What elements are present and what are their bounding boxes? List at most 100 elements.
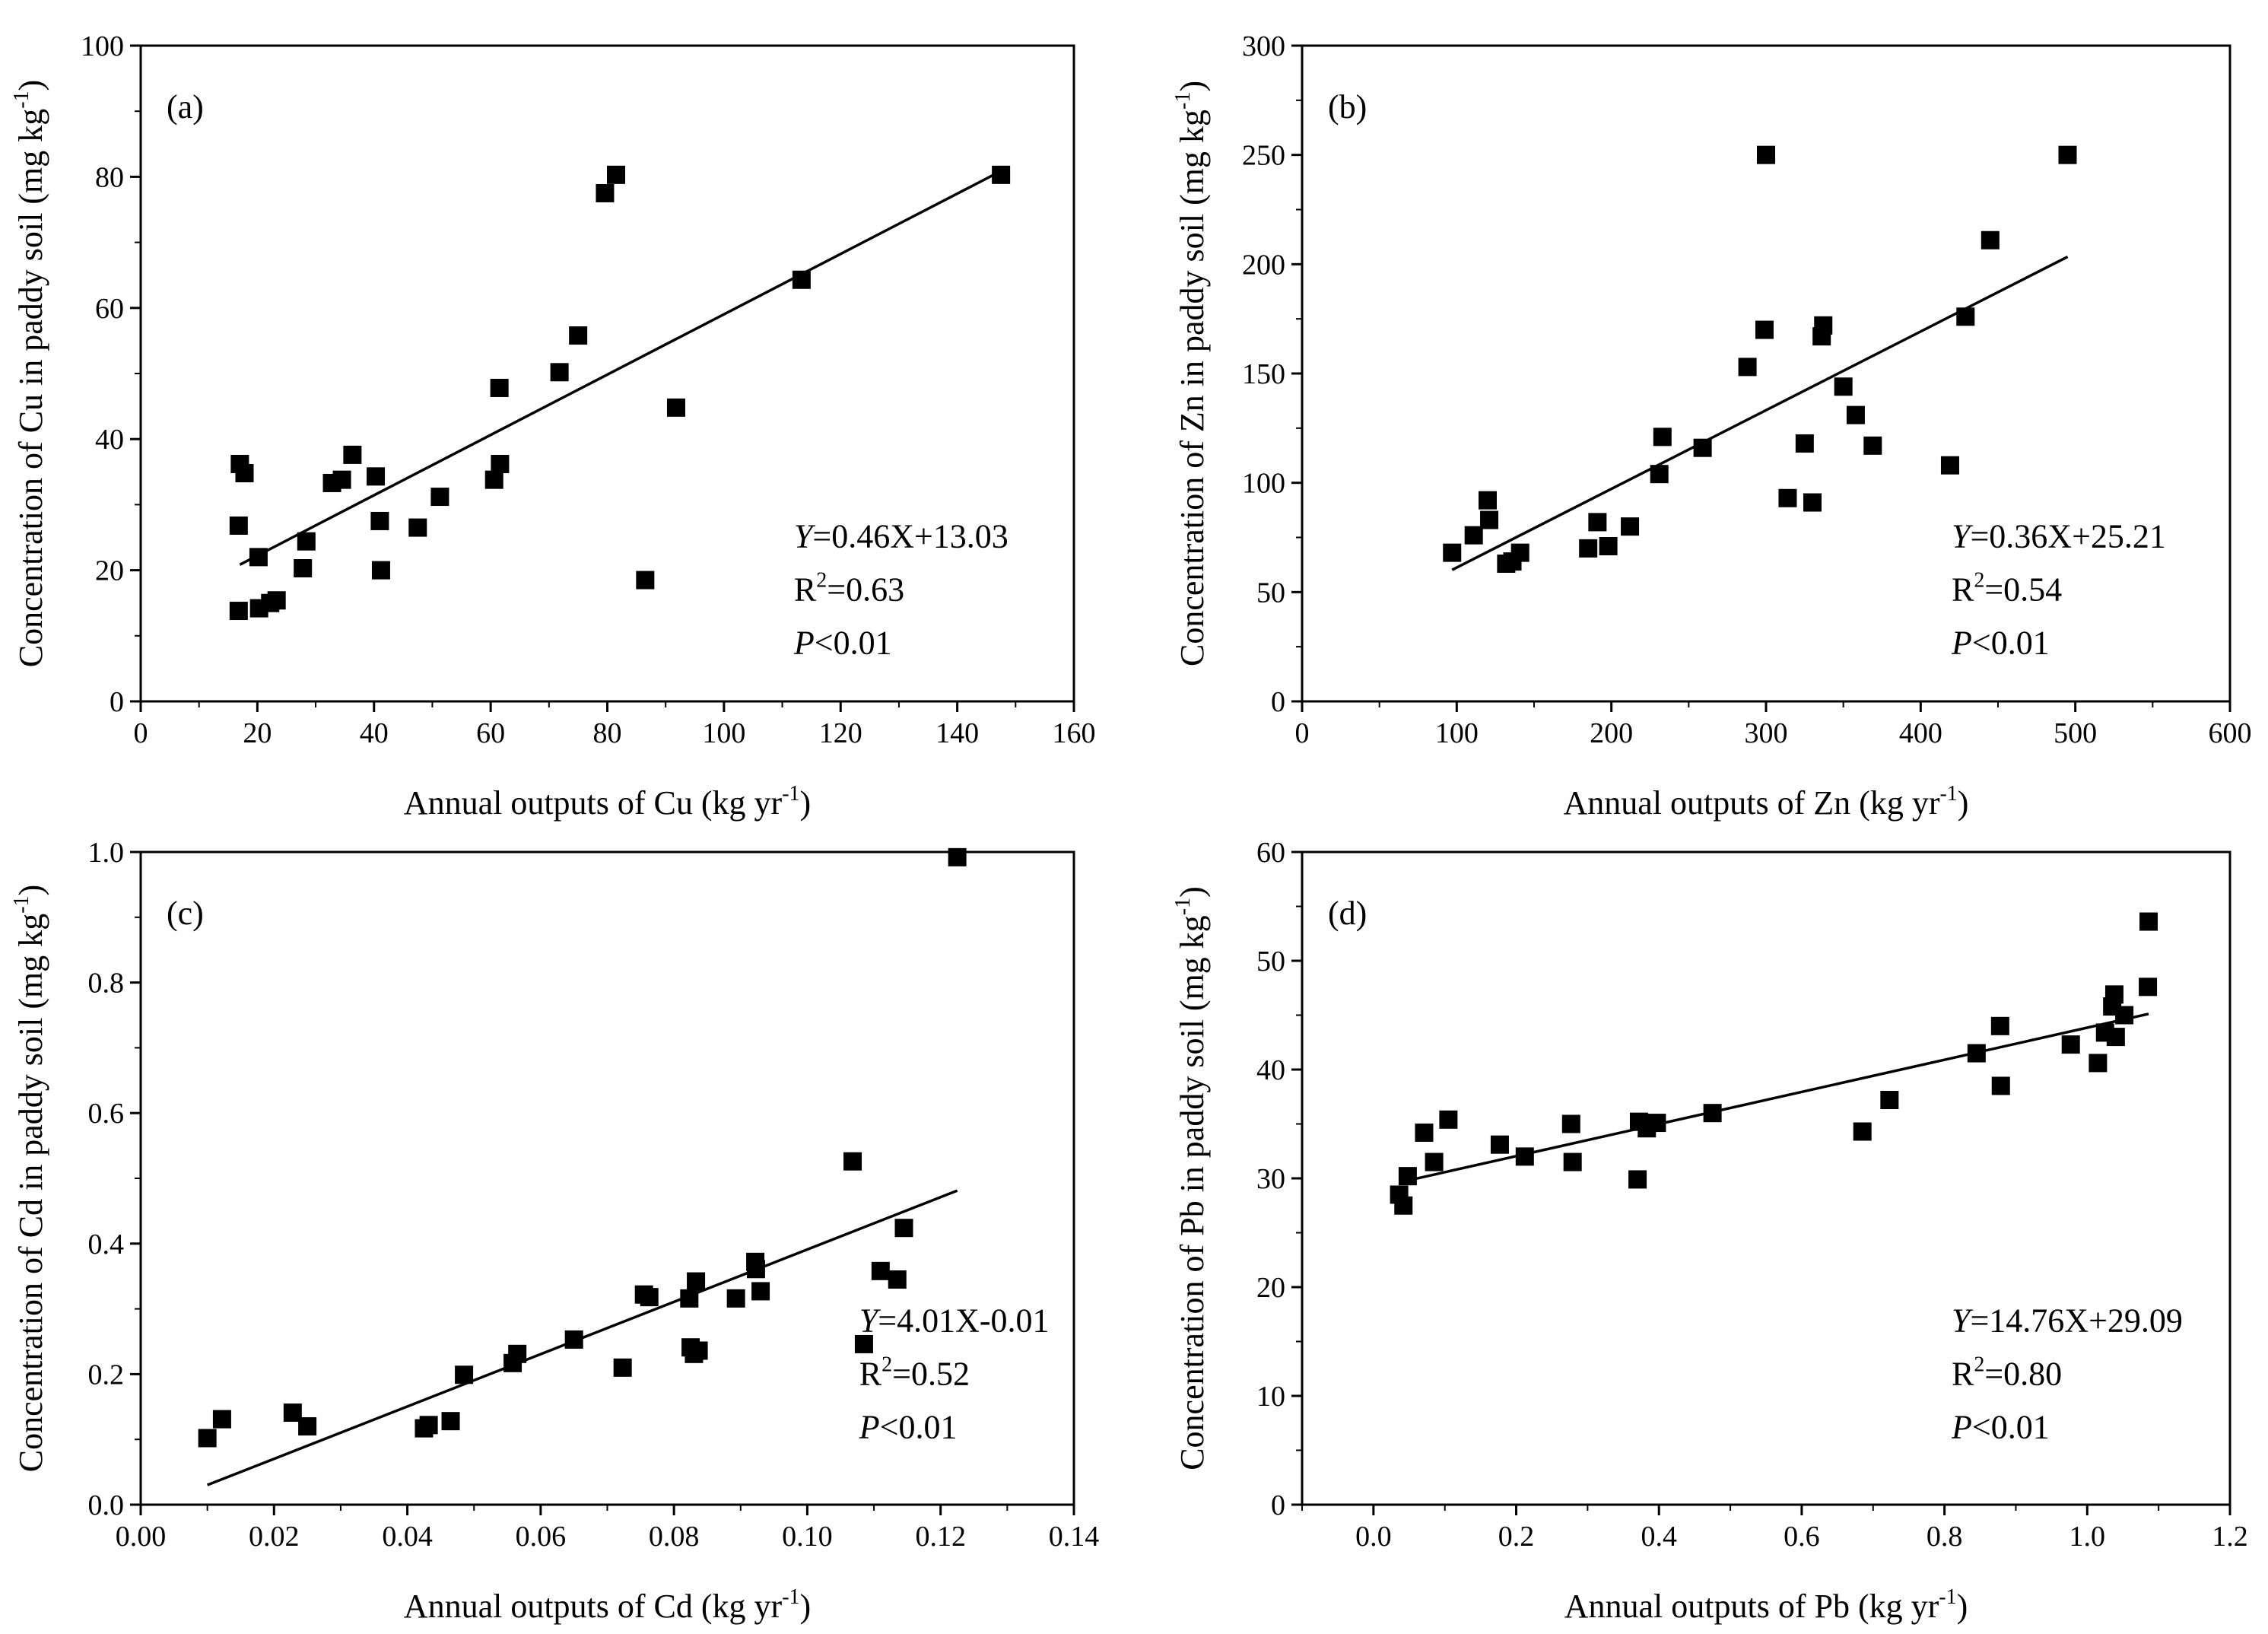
data-point (1846, 405, 1865, 424)
data-point (367, 467, 386, 486)
data-point (1599, 536, 1618, 555)
data-point (746, 1260, 765, 1279)
data-point (1693, 438, 1712, 457)
x-tick-label: 140 (935, 717, 979, 749)
data-point (1394, 1196, 1413, 1215)
plot-frame (1301, 44, 2231, 703)
y-tick-label: 0 (110, 686, 124, 718)
panel-label: (b) (1328, 88, 1367, 126)
data-point (491, 454, 510, 473)
data-point (550, 363, 569, 382)
x-tick-label: 0.14 (1049, 1521, 1100, 1553)
data-point (1956, 307, 1975, 326)
chart-panel-cd: 0.00 0.02 0.04 0.06 0.08 0.10 0.12 0.14 0.0 0.2 0.… (10, 837, 1099, 1625)
data-point (1650, 465, 1669, 484)
data-point (1510, 543, 1529, 562)
data-point (1755, 320, 1774, 339)
y-tick-label: 60 (95, 293, 124, 325)
data-point (267, 591, 286, 610)
x-tick-label: 300 (1745, 717, 1788, 749)
data-point (1834, 377, 1853, 396)
y-tick-label: 20 (1256, 1272, 1285, 1304)
data-point (613, 1358, 632, 1377)
data-point (564, 1330, 583, 1349)
data-point (1991, 1076, 2010, 1095)
data-point (441, 1412, 460, 1431)
data-point (2089, 1054, 2108, 1073)
x-tick-label: 0.0 (1355, 1521, 1392, 1553)
data-point (1398, 1167, 1417, 1186)
y-tick-label: 10 (1256, 1381, 1285, 1413)
x-axis-title: Annual outputs of Cu (kg yr-1) (404, 782, 811, 822)
data-point (408, 518, 427, 537)
y-tick-label: 20 (95, 555, 124, 587)
data-point (343, 445, 362, 464)
y-tick-label: 300 (1242, 30, 1285, 62)
r-squared: R2=0.52 (859, 1353, 970, 1393)
x-tick-label: 20 (243, 717, 272, 749)
chart-panel-pb: 0.0 0.2 0.4 0.6 0.8 1.0 1.2 0 10 20 30 40 50 60 Annual… (1171, 837, 2248, 1625)
data-point (1439, 1110, 1458, 1129)
x-tick-label: 0.10 (782, 1521, 833, 1553)
panel-label: (a) (167, 88, 204, 126)
data-point (607, 165, 626, 184)
panel-label: (c) (167, 895, 204, 932)
data-point (1803, 493, 1822, 512)
data-point (298, 1417, 317, 1436)
x-tick-label: 0.6 (1784, 1521, 1820, 1553)
y-tick-label: 0 (1271, 686, 1285, 718)
data-point (198, 1429, 217, 1448)
x-axis-title: Annual outputs of Pb (kg yr-1) (1564, 1585, 1968, 1625)
panel-label: (d) (1328, 895, 1367, 932)
data-point (666, 398, 685, 417)
y-tick-label: 100 (81, 30, 124, 62)
data-point (1647, 1114, 1666, 1133)
data-point (1490, 1135, 1509, 1154)
data-point (229, 516, 248, 535)
y-tick-label: 150 (1242, 358, 1285, 390)
x-tick-label: 200 (1590, 717, 1633, 749)
data-point (1703, 1104, 1722, 1123)
x-tick-label: 0.00 (116, 1521, 167, 1553)
y-tick-label: 50 (1256, 577, 1285, 609)
data-point (640, 1288, 659, 1307)
y-axis-title: Concentration of Pb in paddy soil (mg kg… (1171, 886, 1211, 1470)
x-tick-label: 160 (1053, 717, 1096, 749)
data-point (430, 488, 449, 507)
data-point (371, 561, 390, 580)
r-squared: R2=0.63 (794, 568, 904, 608)
data-point (490, 378, 509, 397)
data-point (2106, 1028, 2125, 1047)
data-point (370, 511, 389, 530)
data-point (1880, 1091, 1899, 1110)
data-point (1940, 456, 1959, 475)
data-point (455, 1365, 474, 1384)
y-tick-label: 0.2 (88, 1359, 125, 1391)
data-point (569, 326, 588, 345)
x-tick-label: 100 (1435, 717, 1479, 749)
chart-panel-zn: 0 100 200 300 400 500 600 0 50 100 150 200 250 300 Ann… (1171, 30, 2252, 822)
regression-line (1399, 1013, 2149, 1184)
data-point (1990, 1016, 2009, 1035)
data-point (508, 1344, 527, 1363)
y-tick-label: 0.8 (88, 968, 125, 1000)
y-tick-label: 0.4 (88, 1229, 125, 1260)
regression-equation: Y=4.01X-0.01 (859, 1302, 1050, 1340)
data-point (1515, 1147, 1534, 1166)
x-axis-title: Annual outputs of Zn (kg yr-1) (1564, 782, 1969, 822)
r-squared: R2=0.54 (1952, 568, 2062, 608)
x-tick-label: 500 (2054, 717, 2097, 749)
y-tick-label: 40 (1256, 1054, 1285, 1086)
x-tick-label: 0 (1295, 717, 1310, 749)
data-point (1628, 1170, 1647, 1189)
data-point (1563, 1152, 1582, 1171)
data-point (888, 1270, 907, 1289)
data-point (854, 1334, 873, 1353)
y-tick-label: 30 (1256, 1163, 1285, 1195)
x-axis-title: Annual outputs of Cd (kg yr-1) (404, 1585, 811, 1625)
data-point (1981, 230, 2000, 250)
data-point (297, 532, 316, 551)
y-axis-title: Concentration of Cd in paddy soil (mg kg… (10, 885, 49, 1472)
r-squared: R2=0.80 (1952, 1353, 2062, 1393)
